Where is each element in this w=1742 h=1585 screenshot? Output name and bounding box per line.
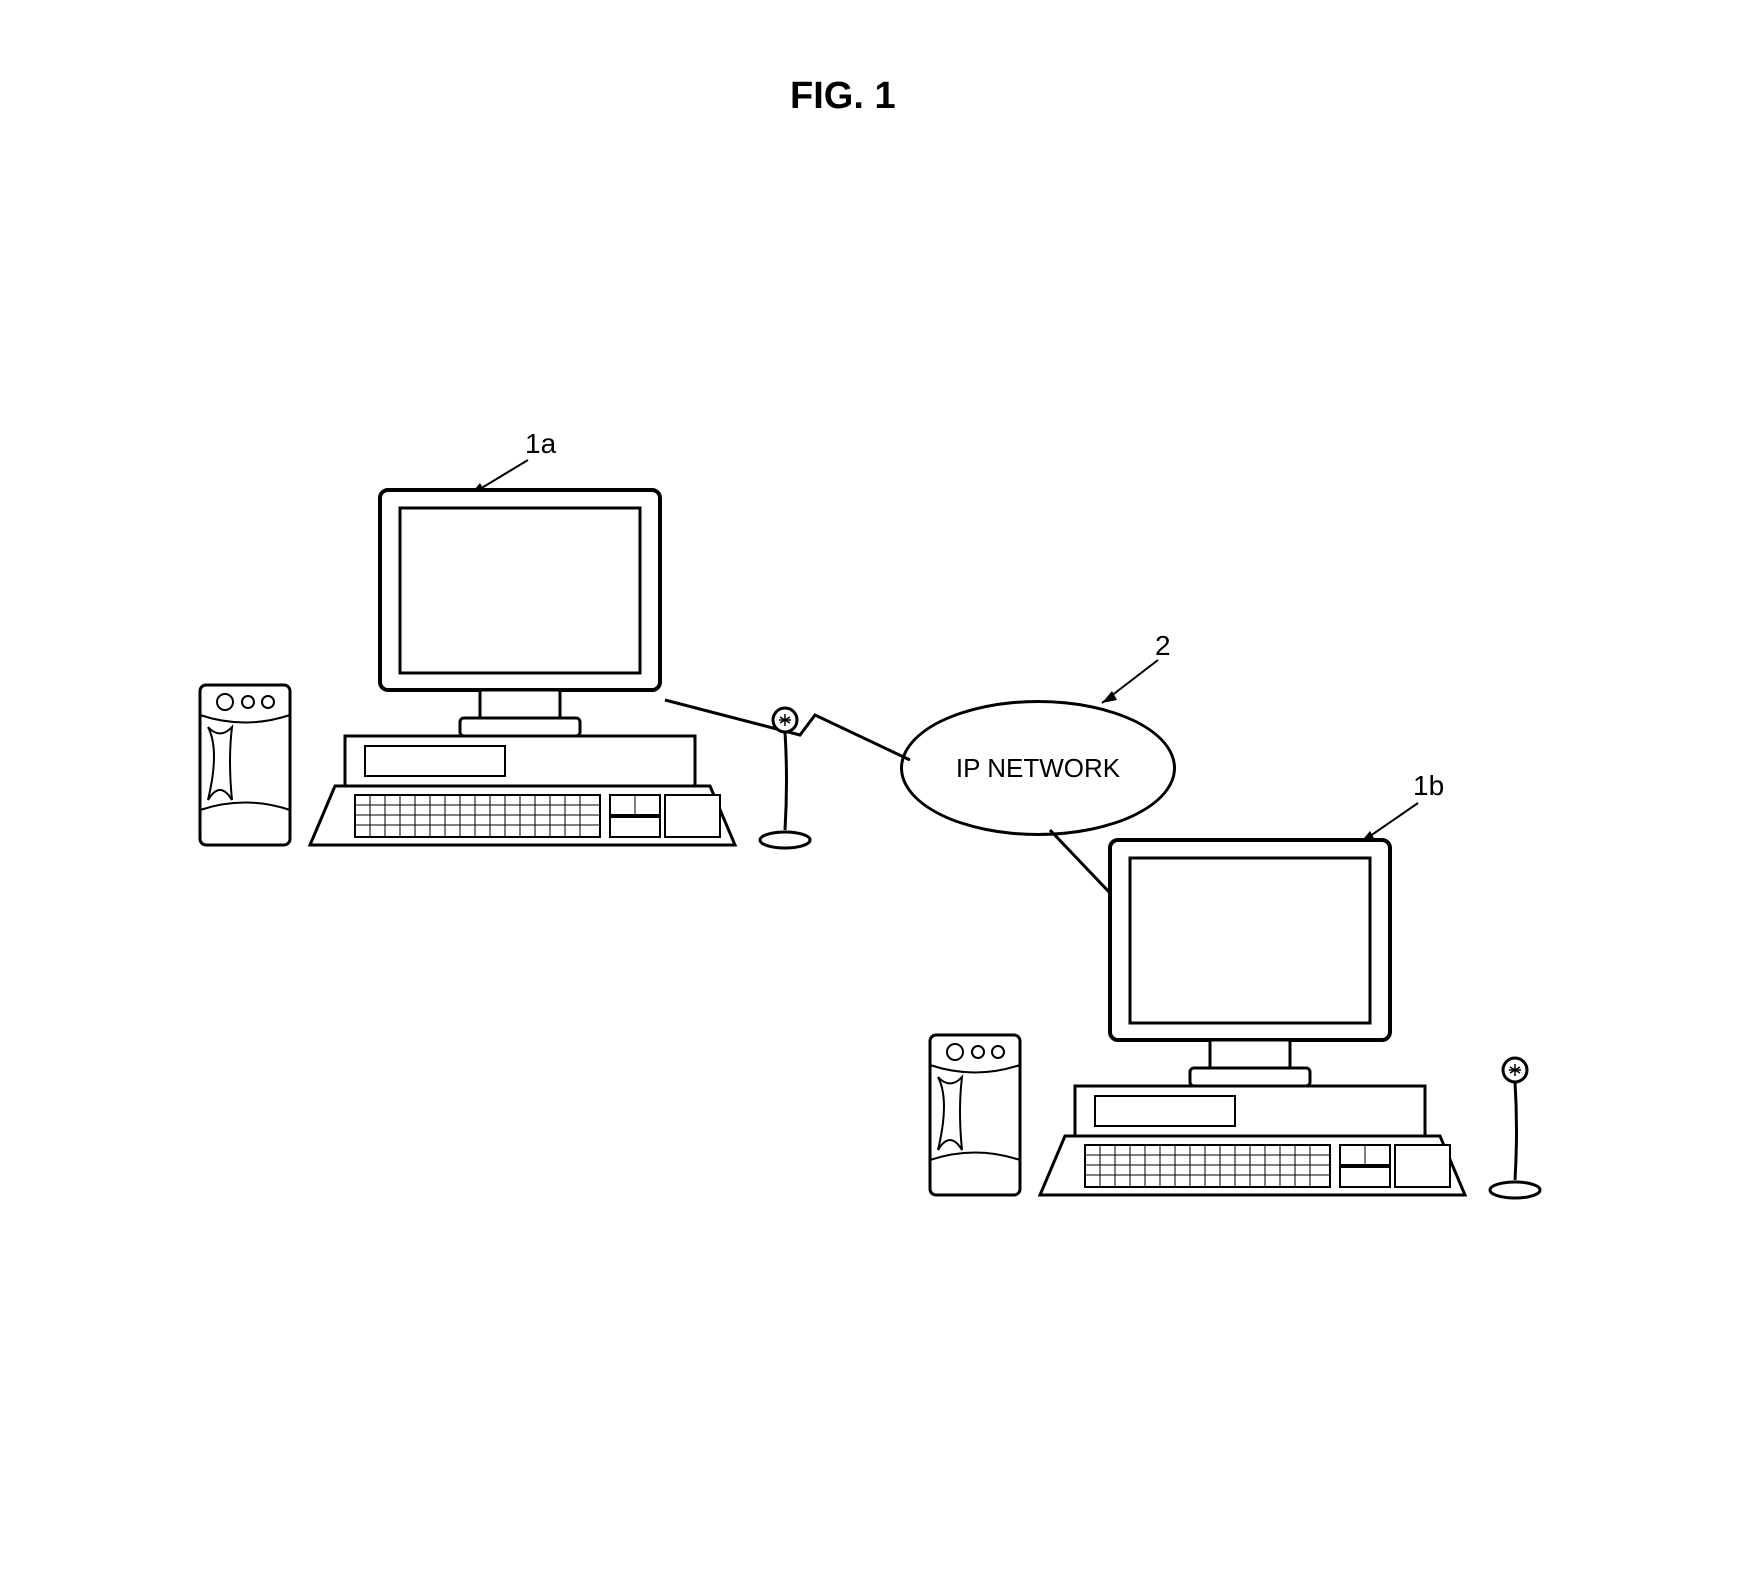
computer-b: [920, 820, 1570, 1240]
ip-network-node: IP NETWORK: [900, 700, 1176, 836]
ip-network-label: IP NETWORK: [956, 753, 1120, 784]
pointer-2: [1090, 655, 1170, 715]
computer-a: [190, 470, 840, 890]
figure-title: FIG. 1: [790, 75, 896, 118]
